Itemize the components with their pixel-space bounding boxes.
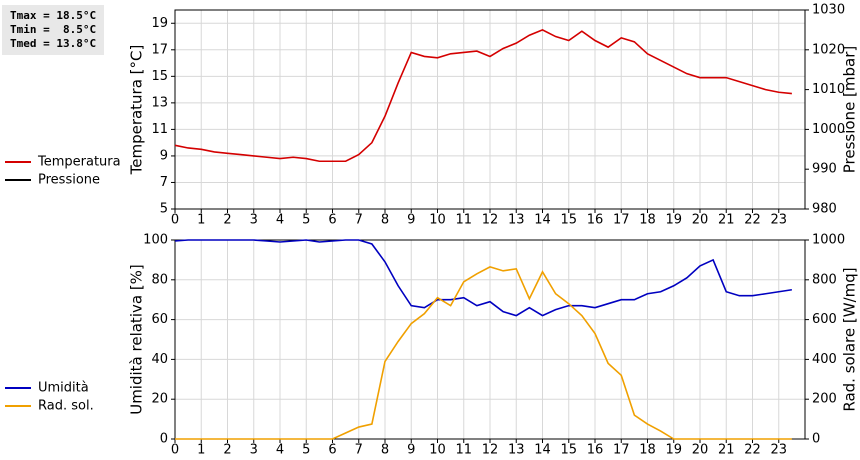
y2-tick-label: 1030 — [812, 3, 845, 18]
x-tick-label: 22 — [744, 443, 761, 458]
series-line — [174, 239, 792, 317]
x-tick-label: 1 — [197, 443, 205, 458]
x-tick-label: 21 — [718, 443, 735, 458]
x-tick-label: 19 — [665, 213, 682, 228]
y-tick-label: 100 — [143, 233, 168, 248]
x-tick-label: 14 — [534, 443, 551, 458]
x-tick-label: 12 — [482, 213, 499, 228]
y-tick-label: 15 — [151, 69, 168, 84]
x-tick-label: 4 — [276, 443, 284, 458]
x-tick-label: 22 — [744, 213, 761, 228]
x-tick-label: 8 — [381, 443, 389, 458]
x-tick-label: 10 — [429, 213, 446, 228]
x-tick-label: 20 — [692, 443, 709, 458]
x-tick-label: 3 — [250, 443, 258, 458]
x-tick-label: 8 — [381, 213, 389, 228]
legend-label: Pressione — [38, 173, 100, 188]
x-tick-label: 7 — [355, 213, 363, 228]
legend-label: Umidità — [38, 381, 89, 396]
y2-tick-label: 990 — [812, 162, 837, 177]
y-tick-label: 9 — [160, 148, 168, 163]
x-tick-label: 20 — [692, 213, 709, 228]
x-tick-label: 7 — [355, 443, 363, 458]
x-tick-label: 11 — [455, 213, 472, 228]
x-tick-label: 2 — [223, 213, 231, 228]
x-tick-label: 1 — [197, 213, 205, 228]
summary-line: Tmax = 18.5°C — [10, 9, 96, 22]
x-tick-label: 2 — [223, 443, 231, 458]
summary-line: Tmin = 8.5°C — [10, 23, 96, 36]
y2-tick-label: 1010 — [812, 82, 845, 97]
x-tick-label: 15 — [560, 443, 577, 458]
y2-tick-label: 200 — [812, 392, 837, 407]
plot-frame — [174, 239, 806, 440]
x-tick-label: 16 — [587, 443, 604, 458]
y2-tick-label: 1020 — [812, 42, 845, 57]
x-tick-label: 18 — [639, 213, 656, 228]
x-tick-label: 5 — [302, 443, 310, 458]
y2-tick-label: 980 — [812, 202, 837, 217]
x-tick-label: 18 — [639, 443, 656, 458]
y2-axis-label: Rad. solare [W/mq] — [841, 267, 859, 411]
y2-tick-label: 600 — [812, 312, 837, 327]
legend-label: Temperatura — [37, 155, 121, 170]
x-tick-label: 19 — [665, 443, 682, 458]
y2-tick-label: 0 — [812, 432, 820, 447]
x-tick-label: 0 — [171, 213, 179, 228]
y2-tick-label: 400 — [812, 352, 837, 367]
y-tick-label: 13 — [151, 95, 168, 110]
y-tick-label: 20 — [151, 392, 168, 407]
y-axis-label: Temperatura [°C] — [128, 45, 146, 176]
x-tick-label: 14 — [534, 213, 551, 228]
x-tick-label: 13 — [508, 443, 525, 458]
y2-axis-label: Pressione [mbar] — [841, 46, 859, 174]
y2-tick-label: 1000 — [812, 233, 845, 248]
y-tick-label: 60 — [151, 312, 168, 327]
x-tick-label: 6 — [328, 443, 336, 458]
y-tick-label: 7 — [160, 175, 168, 190]
x-tick-label: 13 — [508, 213, 525, 228]
x-tick-label: 0 — [171, 443, 179, 458]
y-tick-label: 17 — [151, 42, 168, 57]
x-tick-label: 16 — [587, 213, 604, 228]
y-tick-label: 19 — [151, 16, 168, 31]
plot-frame — [174, 9, 806, 210]
y-axis-label: Umidità relativa [%] — [128, 264, 146, 415]
x-tick-label: 5 — [302, 213, 310, 228]
y2-tick-label: 1000 — [812, 122, 845, 137]
x-tick-label: 9 — [407, 213, 415, 228]
y-tick-label: 5 — [160, 202, 168, 217]
legend-label: Rad. sol. — [38, 399, 94, 414]
y-tick-label: 0 — [160, 432, 168, 447]
series-line — [175, 266, 792, 440]
x-tick-label: 4 — [276, 213, 284, 228]
x-tick-label: 9 — [407, 443, 415, 458]
y2-tick-label: 800 — [812, 272, 837, 287]
x-tick-label: 10 — [429, 443, 446, 458]
y-tick-label: 11 — [151, 122, 168, 137]
x-tick-label: 23 — [770, 213, 787, 228]
x-tick-label: 6 — [328, 213, 336, 228]
x-tick-label: 11 — [455, 443, 472, 458]
x-tick-label: 21 — [718, 213, 735, 228]
y-tick-label: 40 — [151, 352, 168, 367]
x-tick-label: 17 — [613, 443, 630, 458]
x-tick-label: 23 — [770, 443, 787, 458]
summary-box — [2, 5, 104, 55]
y-tick-label: 80 — [151, 272, 168, 287]
summary-line: Tmed = 13.8°C — [10, 37, 96, 50]
x-tick-label: 3 — [250, 213, 258, 228]
series-line — [174, 29, 792, 163]
x-tick-label: 12 — [482, 443, 499, 458]
x-tick-label: 17 — [613, 213, 630, 228]
x-tick-label: 15 — [560, 213, 577, 228]
